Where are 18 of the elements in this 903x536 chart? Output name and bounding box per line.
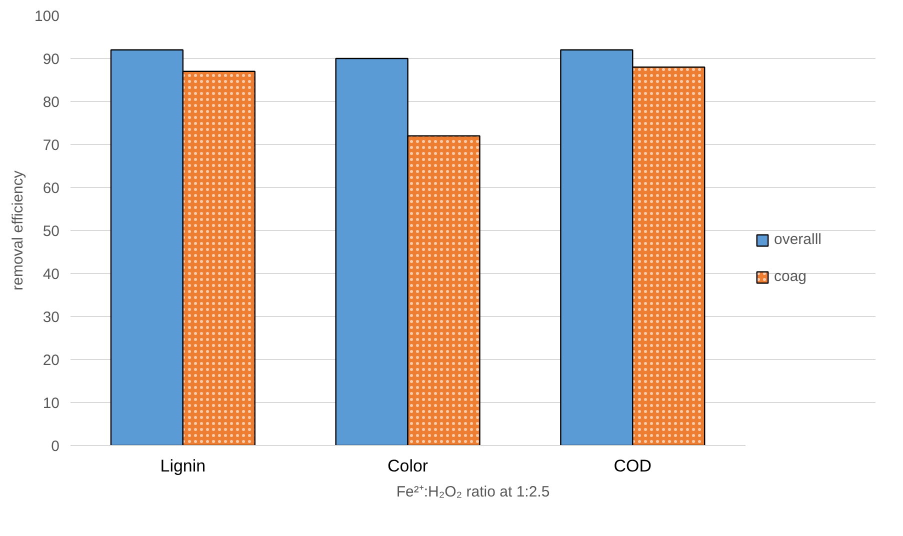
y-tick-label: 100 [34,8,60,25]
legend-label: overalll [774,231,822,248]
y-tick-label: 50 [42,223,60,240]
legend-label: coag [774,268,807,285]
y-axis-title: removal efficiency [9,170,26,290]
x-tick-label: Color [387,456,428,476]
y-tick-label: 20 [42,352,60,369]
y-tick-label: 40 [42,266,60,283]
x-tick-label: Lignin [160,456,206,476]
y-tick-label: 0 [51,438,60,455]
y-tick-label: 60 [42,180,60,197]
x-tick-label: COD [614,456,652,476]
y-tick-label: 30 [42,309,60,326]
y-tick-label: 70 [42,137,60,154]
x-axis-title: Fe²⁺:H₂O₂ ratio at 1:2.5 [396,484,550,500]
y-tick-label: 90 [42,51,60,68]
y-tick-label: 80 [42,94,60,111]
y-tick-label: 10 [42,395,60,412]
